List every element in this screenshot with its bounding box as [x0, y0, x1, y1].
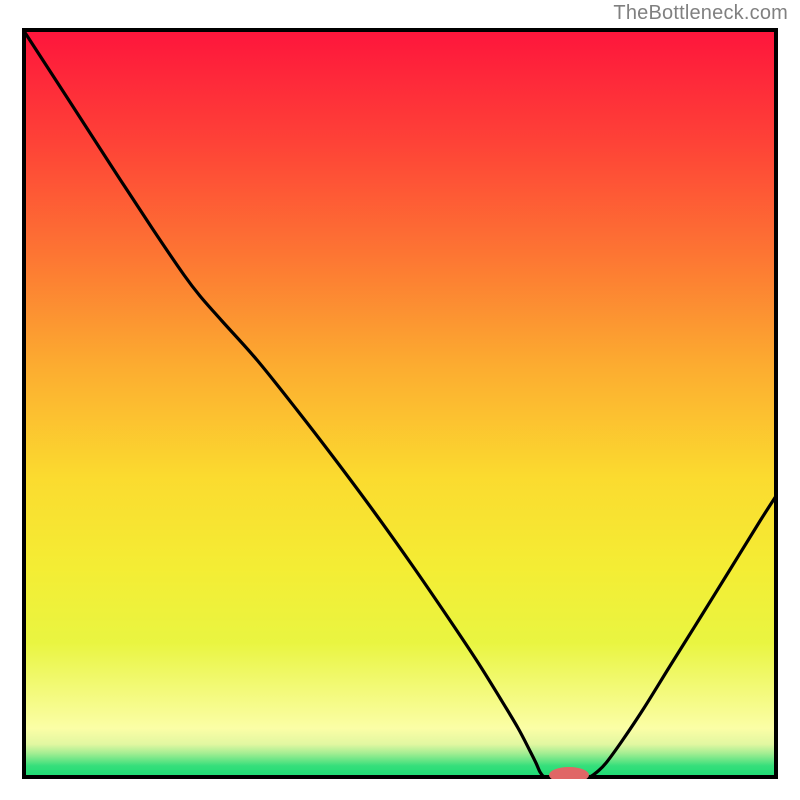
- gradient-background: [24, 30, 776, 777]
- plot-area: [22, 28, 778, 779]
- watermark-text: TheBottleneck.com: [613, 2, 788, 25]
- chart-svg: [22, 28, 778, 779]
- chart-container: TheBottleneck.com: [0, 0, 800, 800]
